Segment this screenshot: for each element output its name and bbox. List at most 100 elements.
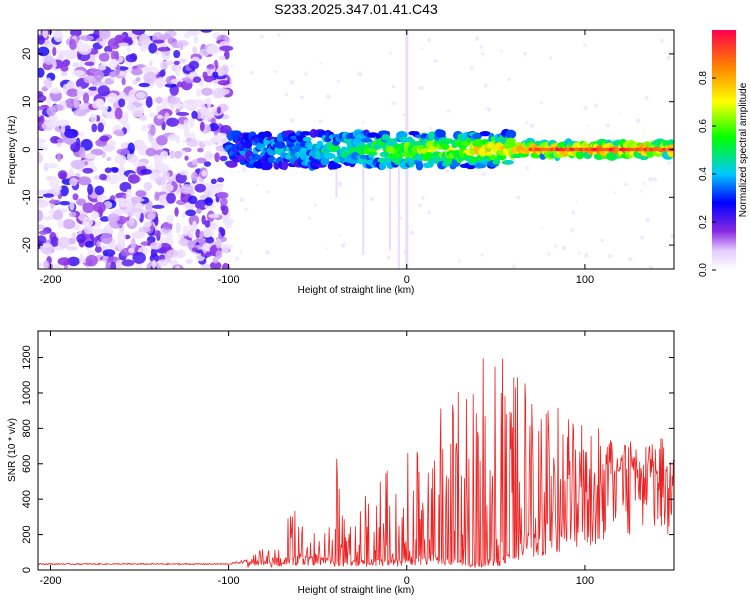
noise-blob	[166, 192, 176, 204]
noise-blob	[82, 202, 95, 214]
noise-blob	[199, 121, 205, 132]
noise-blob	[126, 151, 135, 163]
noise-dot	[486, 106, 492, 112]
noise-blob	[162, 221, 173, 230]
noise-blob	[99, 30, 111, 39]
noise-blob	[46, 96, 52, 106]
y-tick-label: 400	[21, 490, 33, 508]
noise-blob	[175, 136, 181, 144]
noise-blob	[107, 92, 118, 104]
snr-plot-area	[38, 331, 674, 570]
noise-dot	[457, 259, 461, 263]
noise-dot	[516, 195, 521, 200]
noise-dot	[540, 226, 543, 229]
noise-blob	[175, 172, 187, 184]
noise-blob	[57, 236, 71, 249]
noise-blob	[42, 215, 54, 221]
noise-blob	[189, 116, 195, 129]
noise-blob	[216, 191, 229, 199]
band-blob	[390, 138, 398, 147]
noise-blob	[70, 142, 81, 153]
noise-blob	[114, 154, 127, 165]
noise-dot	[640, 235, 645, 240]
noise-dot	[289, 80, 295, 85]
noise-blob	[38, 94, 47, 103]
noise-blob	[69, 211, 77, 218]
noise-blob	[56, 49, 70, 56]
noise-blob	[214, 152, 220, 163]
noise-blob	[219, 243, 230, 254]
noise-blob	[166, 214, 174, 224]
noise-blob	[52, 184, 62, 193]
noise-dot	[507, 77, 511, 82]
noise-dot	[277, 33, 281, 37]
noise-blob	[131, 67, 143, 76]
colorbar-ticks: 0.0 0.2 0.4 0.6 0.8	[698, 71, 716, 277]
noise-dot	[549, 56, 552, 60]
noise-blob	[97, 122, 104, 133]
x-tick-label: 100	[576, 575, 594, 587]
noise-dot	[666, 55, 671, 61]
noise-blob	[217, 184, 223, 194]
noise-blob	[183, 131, 191, 139]
noise-blob	[200, 263, 212, 269]
noise-blob	[215, 250, 223, 259]
noise-blob	[118, 164, 126, 177]
noise-dot	[307, 216, 311, 220]
noise-dot	[339, 234, 342, 237]
noise-blob	[178, 238, 189, 246]
spectrogram-x-label: Height of straight line (km)	[298, 285, 415, 296]
x-tick-label: 0	[404, 575, 410, 587]
noise-dot	[391, 101, 396, 106]
noise-blob	[96, 37, 104, 42]
band-blob	[473, 138, 485, 148]
y-tick-label: -10	[21, 189, 33, 205]
noise-dot	[512, 264, 516, 269]
noise-dot	[605, 123, 610, 128]
noise-blob	[143, 71, 157, 84]
band-blob	[231, 130, 243, 138]
noise-dot	[326, 94, 331, 99]
noise-blob	[53, 30, 64, 43]
noise-dot	[577, 251, 581, 255]
noise-blob	[88, 86, 99, 91]
noise-dot	[635, 118, 641, 124]
noise-blob	[219, 45, 234, 52]
noise-blob	[201, 140, 214, 146]
noise-blob	[177, 124, 190, 130]
noise-blob	[181, 212, 187, 219]
noise-blob	[191, 110, 198, 120]
noise-dot	[433, 59, 438, 64]
noise-blob	[38, 110, 42, 118]
noise-blob	[38, 137, 45, 144]
noise-blob	[135, 190, 147, 198]
noise-blob	[53, 263, 61, 269]
noise-blob	[48, 199, 61, 204]
noise-dot	[644, 95, 649, 100]
noise-blob	[200, 112, 213, 121]
noise-blob	[136, 140, 146, 149]
noise-blob	[138, 82, 150, 88]
noise-blob	[69, 38, 77, 50]
noise-blob	[62, 59, 71, 67]
noise-blob	[119, 201, 129, 208]
noise-blob	[130, 196, 139, 204]
noise-dot	[386, 255, 392, 260]
noise-blob	[125, 188, 133, 201]
noise-blob	[116, 148, 131, 155]
noise-blob	[210, 178, 217, 185]
noise-blob	[139, 44, 147, 52]
noise-blob	[93, 30, 101, 40]
noise-blob	[38, 261, 43, 269]
noise-dot	[445, 169, 449, 174]
noise-blob	[138, 226, 151, 233]
noise-blob	[216, 88, 230, 95]
noise-blob	[199, 231, 205, 239]
band-blob	[281, 161, 288, 171]
noise-blob	[121, 259, 135, 267]
band-blob	[382, 151, 390, 158]
noise-blob	[178, 170, 189, 176]
noise-blob	[159, 60, 169, 70]
noise-blob	[38, 230, 48, 235]
